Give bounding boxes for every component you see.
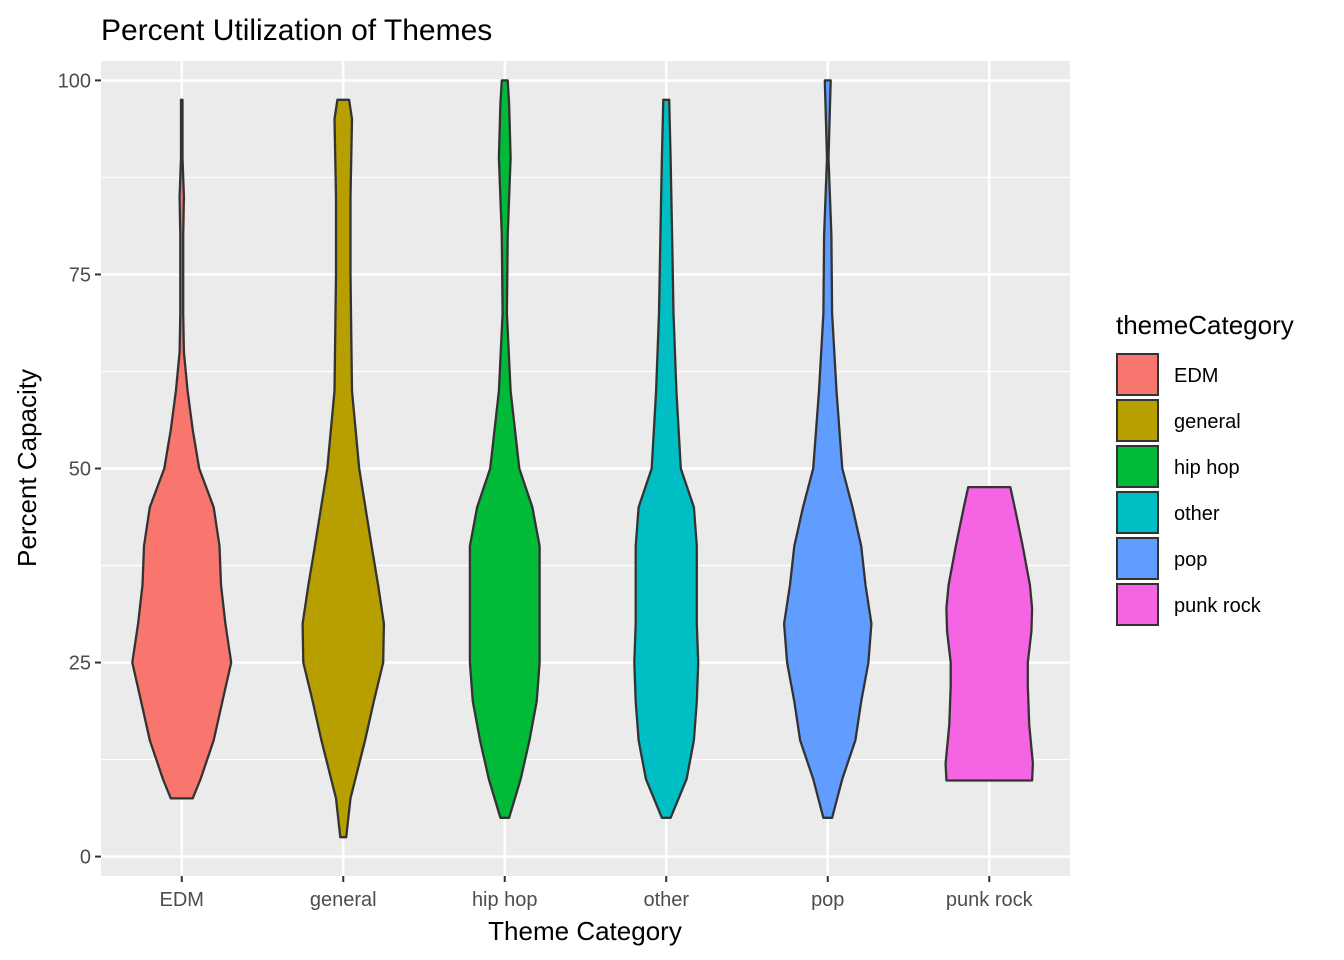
legend-label: punk rock (1174, 595, 1262, 617)
legend-label: general (1174, 411, 1241, 433)
violins (131, 79, 1035, 839)
y-tick-label: 0 (80, 847, 91, 869)
y-tick-label: 25 (69, 653, 91, 675)
x-tick-label: punk rock (946, 889, 1034, 911)
legend-key (1116, 491, 1159, 534)
x-axis-title: Theme Category (488, 916, 682, 946)
y-axis-title: Percent Capacity (12, 369, 42, 567)
legend-key (1116, 399, 1159, 442)
y-tick-label: 50 (69, 459, 91, 481)
legend-key (1116, 353, 1159, 396)
violin-general (301, 98, 386, 839)
legend-title: themeCategory (1116, 310, 1294, 340)
legend-label: hip hop (1174, 457, 1240, 479)
x-tick-label: other (643, 889, 689, 911)
legend-label: pop (1174, 549, 1207, 571)
legend-key (1116, 537, 1159, 580)
x-tick-label: pop (811, 889, 844, 911)
chart-title: Percent Utilization of Themes (101, 14, 492, 47)
legend-label: EDM (1174, 365, 1218, 387)
legend-key (1116, 583, 1159, 626)
violin-hip-hop (468, 79, 541, 819)
legend: themeCategory EDM general hip hop other pop p… (1116, 310, 1294, 626)
x-tick-label: hip hop (472, 889, 538, 911)
y-axis: 0 25 50 75 100 (58, 70, 101, 869)
violin-punk-rock (944, 485, 1035, 782)
legend-key (1116, 445, 1159, 488)
violin-EDM (131, 98, 233, 800)
x-tick-label: EDM (160, 889, 204, 911)
x-axis: EDM general hip hop other pop punk rock (160, 876, 1034, 911)
violin-pop (782, 79, 873, 819)
violin-other (633, 98, 700, 819)
y-tick-label: 75 (69, 264, 91, 286)
legend-label: other (1174, 503, 1220, 525)
x-tick-label: general (310, 889, 377, 911)
y-tick-label: 100 (58, 70, 91, 92)
